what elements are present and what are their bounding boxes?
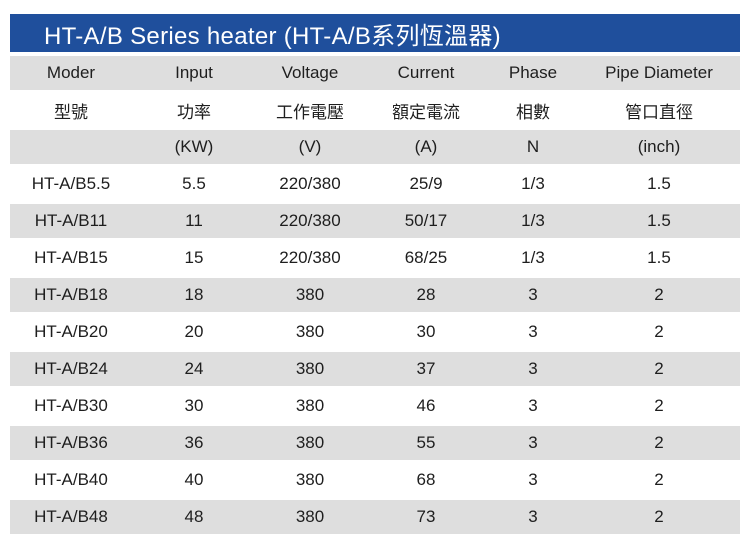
- header-cell-pipe-diameter-unit: (inch): [578, 130, 740, 164]
- cell-input: 15: [132, 241, 256, 275]
- cell-voltage: 380: [256, 463, 364, 497]
- cell-pipe-diameter: 2: [578, 426, 740, 460]
- cell-input: 11: [132, 204, 256, 238]
- cell-phase: 3: [488, 426, 578, 460]
- cell-pipe-diameter: 2: [578, 463, 740, 497]
- cell-model: HT-A/B24: [10, 352, 132, 386]
- cell-model: HT-A/B40: [10, 463, 132, 497]
- cell-input: 30: [132, 389, 256, 423]
- cell-voltage: 220/380: [256, 241, 364, 275]
- header-cell-pipe-diameter: Pipe Diameter: [578, 56, 740, 90]
- header-cell-phase: Phase: [488, 56, 578, 90]
- cell-input: 18: [132, 278, 256, 312]
- cell-voltage: 380: [256, 426, 364, 460]
- cell-current: 50/17: [364, 204, 488, 238]
- page-title: HT-A/B Series heater (HT-A/B系列恆溫器): [10, 14, 740, 52]
- cell-input: 40: [132, 463, 256, 497]
- cell-input: 20: [132, 315, 256, 349]
- cell-voltage: 380: [256, 500, 364, 534]
- table-row: HT-A/B20 20 380 30 3 2: [10, 315, 740, 349]
- header-cell-phase-unit: N: [488, 130, 578, 164]
- cell-input: 24: [132, 352, 256, 386]
- cell-model: HT-A/B5.5: [10, 167, 132, 201]
- cell-current: 46: [364, 389, 488, 423]
- cell-model: HT-A/B48: [10, 500, 132, 534]
- cell-current: 25/9: [364, 167, 488, 201]
- cell-model: HT-A/B30: [10, 389, 132, 423]
- cell-phase: 3: [488, 463, 578, 497]
- header-row-chinese: 型號 功率 工作電壓 額定電流 相數 管口直徑: [10, 93, 740, 127]
- cell-phase: 3: [488, 352, 578, 386]
- cell-phase: 3: [488, 315, 578, 349]
- cell-voltage: 380: [256, 352, 364, 386]
- table-row: HT-A/B40 40 380 68 3 2: [10, 463, 740, 497]
- header-cell-current-unit: (A): [364, 130, 488, 164]
- spec-table: Moder Input Voltage Current Phase Pipe D…: [10, 53, 740, 537]
- table-row: HT-A/B11 11 220/380 50/17 1/3 1.5: [10, 204, 740, 238]
- cell-pipe-diameter: 2: [578, 389, 740, 423]
- cell-phase: 3: [488, 500, 578, 534]
- page-title-text: HT-A/B Series heater (HT-A/B系列恆溫器): [44, 22, 501, 50]
- cell-phase: 1/3: [488, 204, 578, 238]
- header-row-units: (KW) (V) (A) N (inch): [10, 130, 740, 164]
- header-cell-voltage-unit: (V): [256, 130, 364, 164]
- header-cell-voltage-zh: 工作電壓: [256, 93, 364, 127]
- cell-pipe-diameter: 2: [578, 278, 740, 312]
- header-cell-model-zh: 型號: [10, 93, 132, 127]
- header-cell-input-unit: (KW): [132, 130, 256, 164]
- cell-input: 36: [132, 426, 256, 460]
- header-cell-model-unit: [10, 130, 132, 164]
- header-cell-voltage: Voltage: [256, 56, 364, 90]
- header-row-english: Moder Input Voltage Current Phase Pipe D…: [10, 56, 740, 90]
- cell-phase: 1/3: [488, 241, 578, 275]
- cell-voltage: 220/380: [256, 167, 364, 201]
- cell-voltage: 220/380: [256, 204, 364, 238]
- table-row: HT-A/B36 36 380 55 3 2: [10, 426, 740, 460]
- cell-phase: 3: [488, 389, 578, 423]
- header-cell-model: Moder: [10, 56, 132, 90]
- cell-input: 5.5: [132, 167, 256, 201]
- header-cell-phase-zh: 相數: [488, 93, 578, 127]
- cell-voltage: 380: [256, 389, 364, 423]
- cell-current: 55: [364, 426, 488, 460]
- table-row: HT-A/B48 48 380 73 3 2: [10, 500, 740, 534]
- table-row: HT-A/B24 24 380 37 3 2: [10, 352, 740, 386]
- spec-table-body: Moder Input Voltage Current Phase Pipe D…: [10, 56, 740, 534]
- cell-current: 30: [364, 315, 488, 349]
- header-cell-input-zh: 功率: [132, 93, 256, 127]
- table-row: HT-A/B30 30 380 46 3 2: [10, 389, 740, 423]
- table-row: HT-A/B5.5 5.5 220/380 25/9 1/3 1.5: [10, 167, 740, 201]
- cell-model: HT-A/B15: [10, 241, 132, 275]
- cell-pipe-diameter: 2: [578, 500, 740, 534]
- cell-model: HT-A/B18: [10, 278, 132, 312]
- cell-model: HT-A/B36: [10, 426, 132, 460]
- cell-pipe-diameter: 1.5: [578, 241, 740, 275]
- cell-current: 73: [364, 500, 488, 534]
- cell-current: 37: [364, 352, 488, 386]
- header-cell-current: Current: [364, 56, 488, 90]
- cell-pipe-diameter: 1.5: [578, 167, 740, 201]
- cell-phase: 1/3: [488, 167, 578, 201]
- header-cell-current-zh: 額定電流: [364, 93, 488, 127]
- cell-model: HT-A/B11: [10, 204, 132, 238]
- table-row: HT-A/B18 18 380 28 3 2: [10, 278, 740, 312]
- cell-pipe-diameter: 2: [578, 352, 740, 386]
- cell-pipe-diameter: 1.5: [578, 204, 740, 238]
- cell-current: 68: [364, 463, 488, 497]
- table-row: HT-A/B15 15 220/380 68/25 1/3 1.5: [10, 241, 740, 275]
- cell-model: HT-A/B20: [10, 315, 132, 349]
- header-cell-input: Input: [132, 56, 256, 90]
- cell-current: 68/25: [364, 241, 488, 275]
- cell-phase: 3: [488, 278, 578, 312]
- header-cell-pipe-diameter-zh: 管口直徑: [578, 93, 740, 127]
- cell-current: 28: [364, 278, 488, 312]
- cell-voltage: 380: [256, 315, 364, 349]
- cell-pipe-diameter: 2: [578, 315, 740, 349]
- cell-voltage: 380: [256, 278, 364, 312]
- cell-input: 48: [132, 500, 256, 534]
